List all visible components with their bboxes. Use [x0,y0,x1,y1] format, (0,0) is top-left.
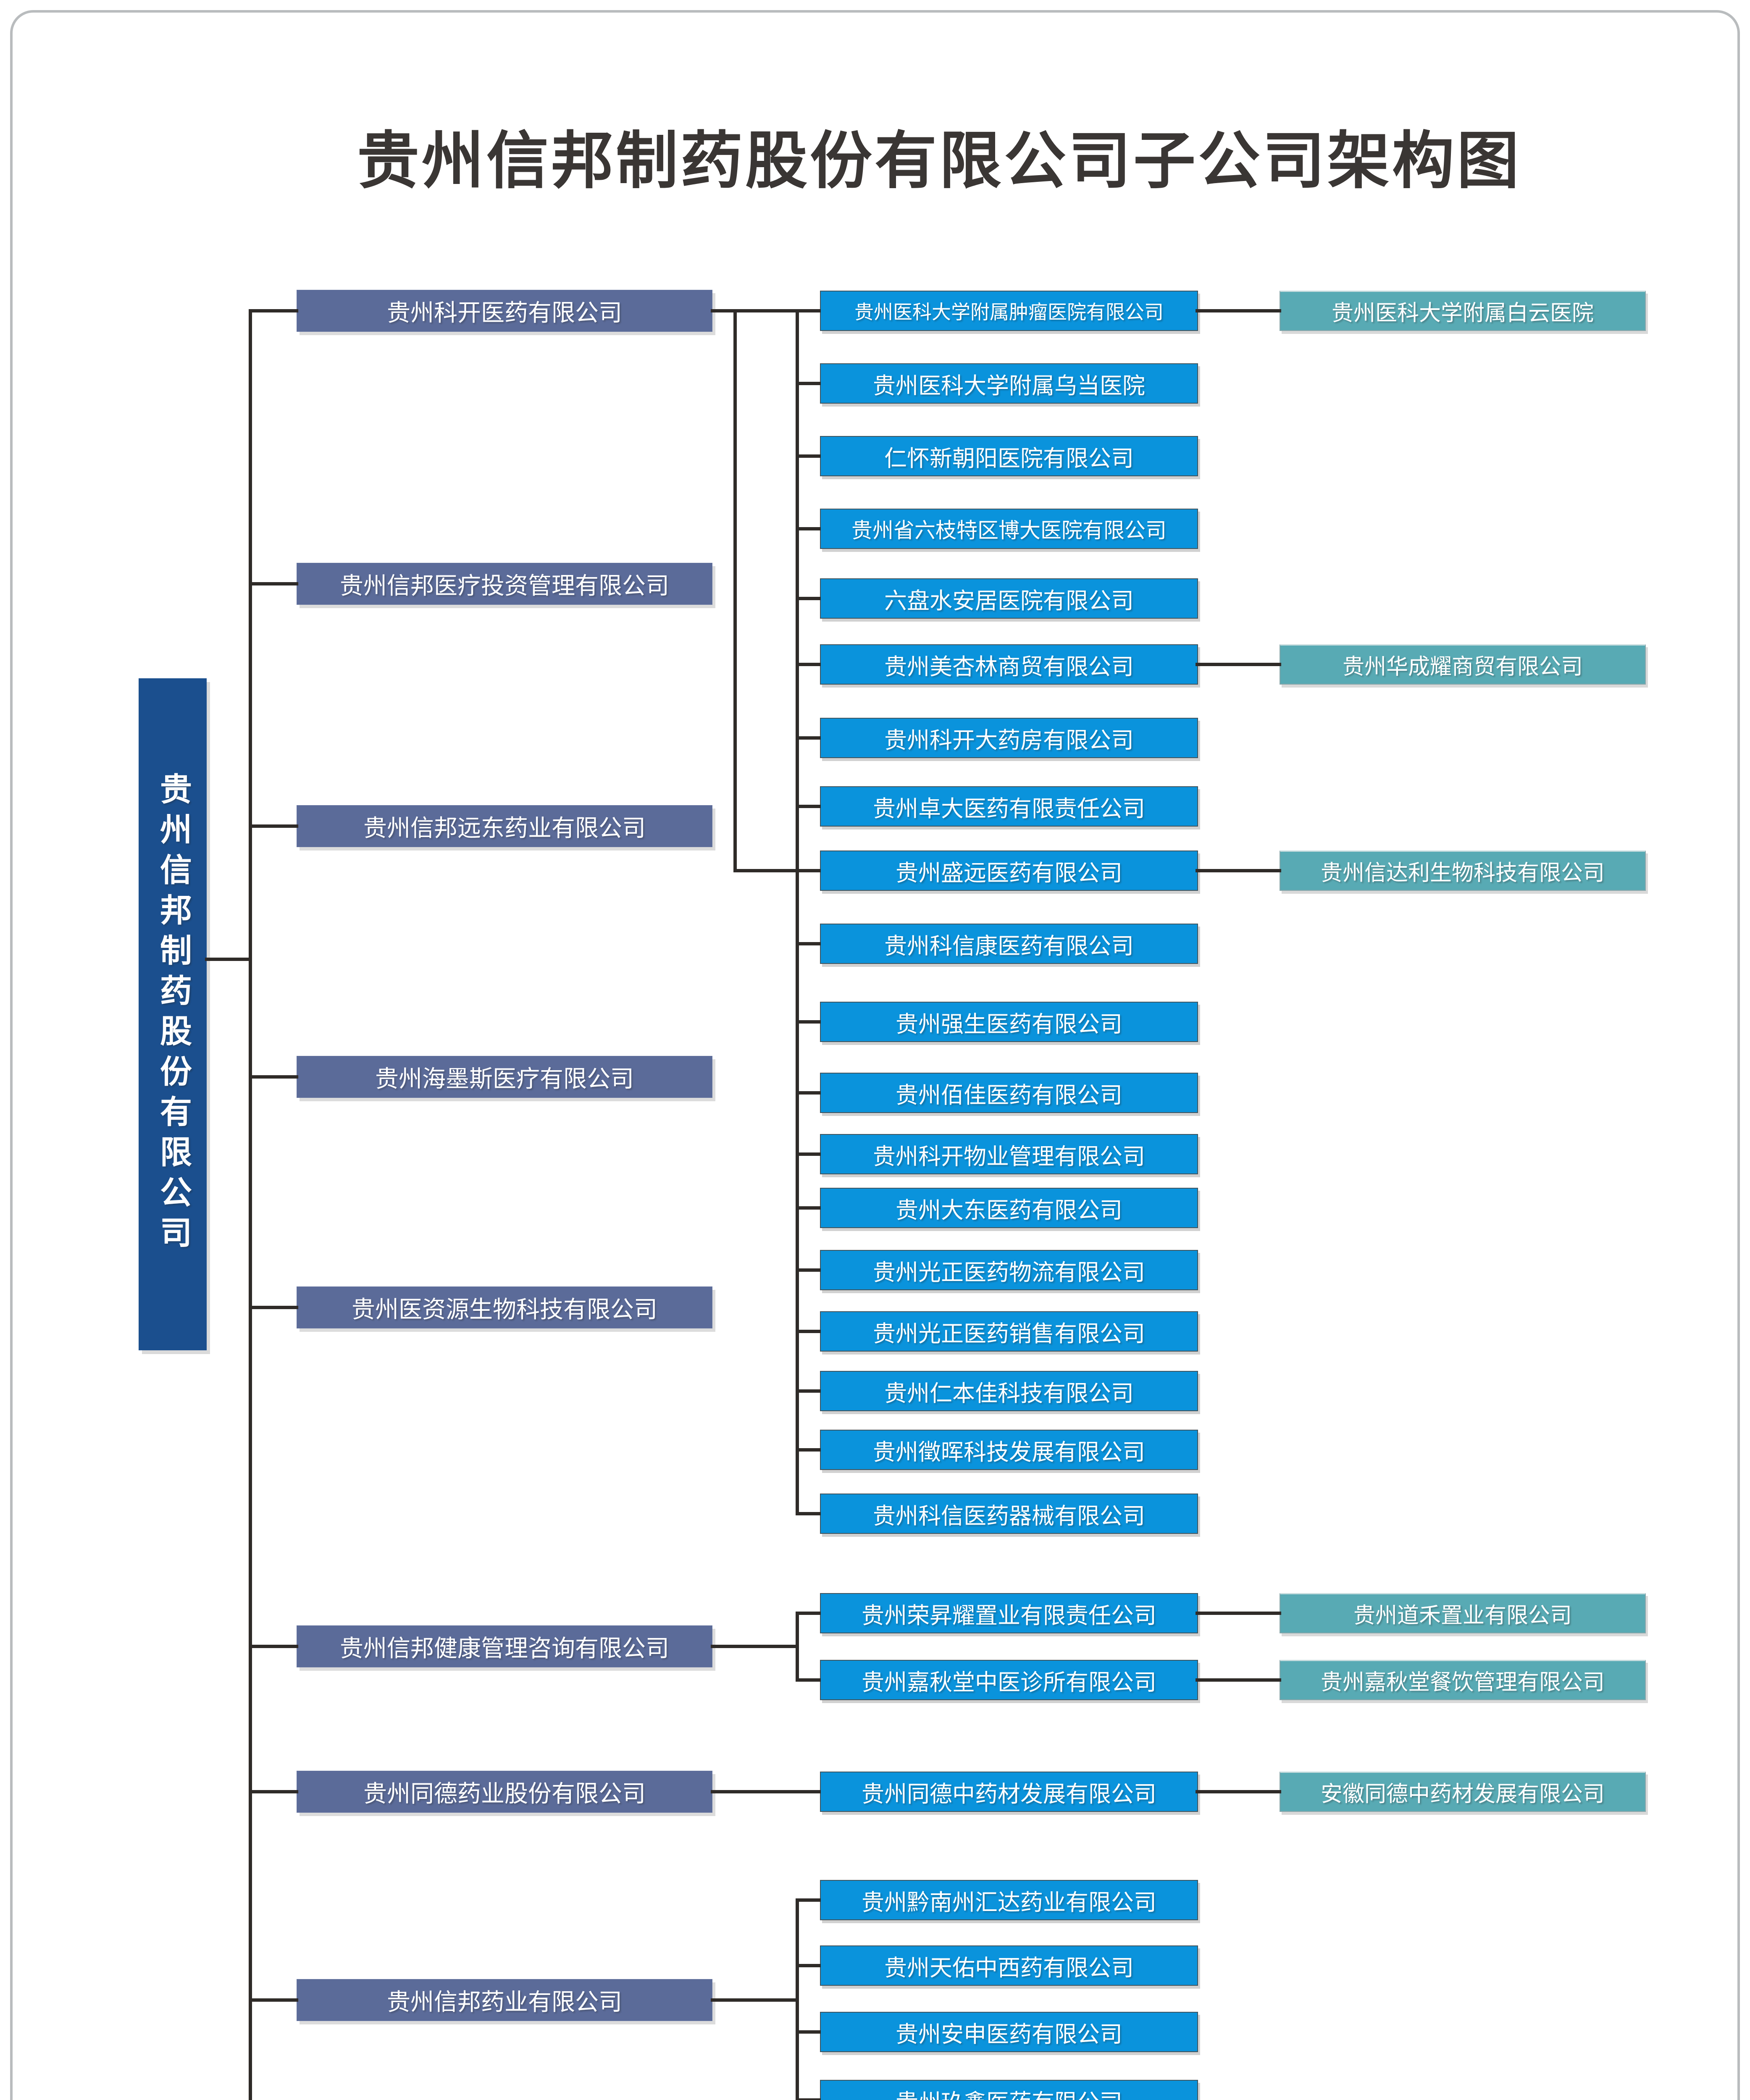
connector-l3-link [1196,1790,1281,1793]
l2-box-jiuxin: 贵州玖鑫医药有限公司 [820,2080,1198,2100]
l2-box-qiangsheng: 贵州强生医药有限公司 [820,1002,1198,1042]
l2-box-zhuoda: 贵州卓大医药有限责任公司 [820,786,1198,827]
connector-l1-stub [249,1998,298,2002]
connector-row-stub [796,1152,821,1156]
l3-box-anhui-tongde: 安徽同德中药材发展有限公司 [1280,1772,1646,1812]
l2-box-zhenghui: 贵州徵晖科技发展有限公司 [820,1430,1198,1470]
l1-box-haimosi: 贵州海墨斯医疗有限公司 [297,1056,712,1098]
connector-yaoye-spine [796,1898,799,2100]
l2-box-anju: 六盘水安居医院有限公司 [820,578,1198,619]
connector-row-stub [796,1389,821,1393]
connector-row-stub [796,382,821,385]
connector-jiankang-stub [711,1645,799,1648]
connector-l3-link [1196,869,1281,872]
l2-box-anshen: 贵州安申医药有限公司 [820,2012,1198,2052]
l1-box-yiziyuan: 贵州医资源生物科技有限公司 [297,1286,712,1328]
connector-l1-stub [249,582,298,585]
l2-box-dadong: 贵州大东医药有限公司 [820,1188,1198,1228]
connector-l1-stub [249,1790,298,1793]
l2-box-meixinglin: 贵州美杏林商贸有限公司 [820,644,1198,685]
connector-row-stub [796,2030,821,2034]
connector-row-stub [796,805,821,808]
l2-box-tianyou: 贵州天佑中西药有限公司 [820,1945,1198,1986]
l2-box-wudang: 贵州医科大学附属乌当医院 [820,363,1198,404]
connector-l3-link [1196,309,1281,312]
l2-box-wuye: 贵州科开物业管理有限公司 [820,1134,1198,1174]
connector-l1-stub [249,824,298,828]
connector-l1-stub [249,309,298,312]
connector-row-stub [796,454,821,458]
connector-row-stub [796,597,821,600]
l2-box-dayaofang: 贵州科开大药房有限公司 [820,718,1198,758]
connector-row-stub [796,1020,821,1024]
connector-row-stub [796,1448,821,1452]
connector-row-stub [796,1091,821,1095]
connector-jiankang-spine [796,1612,799,1682]
l1-box-jiankang: 贵州信邦健康管理咨询有限公司 [297,1625,712,1667]
connector-row-stub [796,527,821,530]
l2-box-rongshengyao: 贵州荣昇耀置业有限责任公司 [820,1593,1198,1633]
connector-row-stub [796,942,821,945]
connector-row-stub [796,1612,821,1615]
connector-tongde-line [711,1790,821,1793]
l1-box-yiliao-touzi: 贵州信邦医疗投资管理有限公司 [297,563,712,605]
connector-shengyuan-link [733,869,821,872]
chart-title: 贵州信邦制药股份有限公司子公司架构图 [357,126,1521,196]
connector-row-stub [796,1330,821,1333]
connector-spine-b [796,309,799,1515]
connector-l3-link [1196,1678,1281,1682]
l1-box-kekai: 贵州科开医药有限公司 [297,290,712,332]
l3-box-daohe: 贵州道禾置业有限公司 [1280,1593,1646,1633]
connector-row-stub [796,1678,821,1682]
l2-box-xinchaoyang: 仁怀新朝阳医院有限公司 [820,436,1198,476]
l2-box-renbenjia: 贵州仁本佳科技有限公司 [820,1371,1198,1411]
connector-kekai-row1 [711,309,821,312]
l1-box-tongde: 贵州同德药业股份有限公司 [297,1771,712,1813]
l2-box-kexin-qixie: 贵州科信医药器械有限公司 [820,1494,1198,1534]
l2-box-huida: 贵州黔南州汇达药业有限公司 [820,1880,1198,1920]
connector-row-stub [796,1898,821,1902]
l2-box-boda: 贵州省六枝特区博大医院有限公司 [820,509,1198,549]
connector-l1-stub [249,1645,298,1648]
connector-row-stub [796,2098,821,2100]
page-border [10,10,1740,2100]
l3-box-xindali: 贵州信达利生物科技有限公司 [1280,850,1646,891]
l2-box-xiaoshou: 贵州光正医药销售有限公司 [820,1311,1198,1352]
l2-box-wuliu: 贵州光正医药物流有限公司 [820,1250,1198,1290]
l3-box-baiyun: 贵州医科大学附属白云医院 [1280,291,1646,331]
l3-box-huachengyao: 贵州华成耀商贸有限公司 [1280,644,1646,685]
connector-row-stub [796,736,821,740]
connector-yaoye-stub [711,1998,799,2002]
connector-row-stub [796,1512,821,1515]
connector-root-stub [205,958,252,961]
connector-row-stub [796,1268,821,1272]
l1-box-xinbang-yaoye: 贵州信邦药业有限公司 [297,1979,712,2021]
l2-box-jiaqiutang-zhongyi: 贵州嘉秋堂中医诊所有限公司 [820,1660,1198,1700]
root-company-box: 贵州信邦制药股份有限公司 [139,678,207,1350]
l2-box-kexinkang: 贵州科信康医药有限公司 [820,924,1198,964]
connector-row-stub [796,1964,821,1967]
l2-box-baijia: 贵州佰佳医药有限公司 [820,1073,1198,1113]
connector-l1-stub [249,1306,298,1309]
connector-l1-stub [249,1075,298,1079]
connector-row-stub [796,1206,821,1210]
l2-box-zhongliu: 贵州医科大学附属肿瘤医院有限公司 [820,291,1198,331]
connector-row-stub [796,663,821,666]
connector-spine-a [733,309,737,872]
l1-box-yuandong: 贵州信邦远东药业有限公司 [297,805,712,847]
connector-l3-link [1196,1612,1281,1615]
connector-l3-link [1196,663,1281,666]
l2-box-tongde-zhongyaocai: 贵州同德中药材发展有限公司 [820,1772,1198,1812]
connector-trunk [249,309,252,2100]
l2-box-shengyuan: 贵州盛远医药有限公司 [820,850,1198,891]
l3-box-jiaqiutang-canyin: 贵州嘉秋堂餐饮管理有限公司 [1280,1660,1646,1700]
